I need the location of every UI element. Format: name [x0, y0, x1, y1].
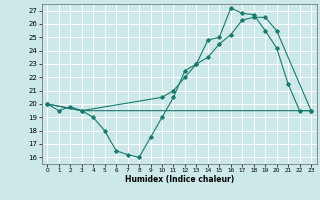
- X-axis label: Humidex (Indice chaleur): Humidex (Indice chaleur): [124, 175, 234, 184]
